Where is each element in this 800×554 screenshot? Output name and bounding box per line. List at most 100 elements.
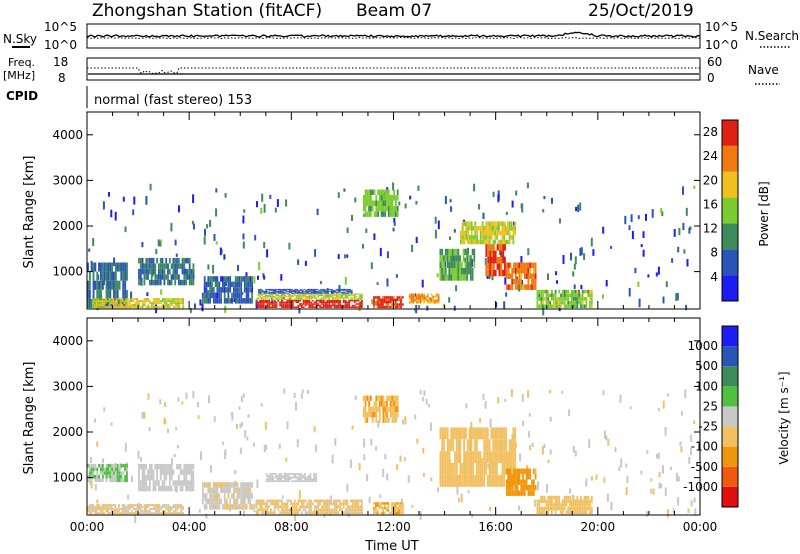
velocity-echo-cell [328, 499, 331, 503]
velocity-echo-speck [238, 406, 241, 410]
power-echo-cell [529, 273, 532, 279]
velocity-echo-speck [658, 472, 661, 478]
velocity-echo-cell [101, 471, 104, 475]
power-echo-cell [476, 239, 478, 245]
power-echo-cell [100, 280, 102, 290]
velocity-echo-cell [590, 495, 593, 500]
velocity-echo-speck [526, 464, 529, 470]
velocity-echo-cell [149, 469, 151, 475]
velocity-echo-speck [549, 389, 552, 394]
power-echo-cell [335, 297, 338, 299]
power-echo-cell [580, 300, 582, 305]
velocity-echo-cell [357, 511, 360, 515]
velocity-echo-cell [522, 474, 524, 480]
power-echo-cell [265, 289, 268, 291]
power-echo-cell [165, 300, 168, 303]
velocity-echo-cell [158, 506, 161, 509]
power-echo-cell [488, 235, 491, 240]
power-echo-cell [229, 281, 232, 288]
power-echo-cell [317, 304, 320, 307]
power-echo-cell [299, 292, 302, 294]
power-echo-cell [348, 304, 351, 307]
power-echo-cell [249, 287, 252, 293]
power-echo-cell [229, 298, 232, 304]
velocity-echo-cell [534, 474, 537, 480]
velocity-echo-speck [235, 424, 238, 429]
velocity-echo-cell [151, 512, 153, 515]
power-echo-cell [143, 300, 146, 303]
power-echo-cell [145, 268, 148, 275]
power-echo-cell [201, 298, 204, 304]
velocity-echo-cell [234, 504, 237, 510]
velocity-echo-cell [181, 480, 184, 486]
power-echo-cell [173, 298, 175, 301]
velocity-echo-cell [583, 495, 586, 500]
power-echo-speck [453, 305, 456, 311]
power-echo-cell [426, 301, 429, 304]
velocity-echo-cell [567, 506, 570, 511]
power-echo-cell [270, 303, 272, 305]
power-echo-cell [111, 271, 113, 281]
velocity-echo-cell [190, 469, 193, 475]
power-echo-cell [266, 301, 269, 304]
power-echo-cell [441, 268, 444, 275]
power-echo-cell [321, 299, 323, 302]
velocity-echo-cell [180, 506, 183, 509]
power-echo-cell [267, 290, 269, 292]
power-echo-cell [286, 298, 289, 300]
velocity-echo-speck [331, 454, 334, 464]
power-echo-cell [412, 295, 415, 298]
velocity-echo-cell [465, 451, 467, 464]
power-echo-cell [326, 294, 329, 297]
power-echo-cell [378, 301, 381, 304]
power-echo-cell [216, 276, 219, 282]
power-echo-cell [483, 230, 486, 236]
power-echo-cell [485, 269, 488, 277]
power-echo-cell [307, 288, 309, 290]
velocity-echo-cell [551, 503, 553, 507]
power-echo-speck [414, 308, 417, 312]
velocity-echo-cell [373, 406, 376, 412]
velocity-echo-cell [505, 490, 508, 496]
velocity-echo-cell [531, 484, 533, 491]
velocity-echo-cell [585, 495, 588, 500]
power-echo-cell [214, 281, 217, 288]
velocity-echo-cell [231, 482, 233, 488]
power-echo-cell [101, 271, 104, 281]
power-echo-cell [323, 291, 326, 293]
velocity-echo-cell [90, 508, 93, 511]
velocity-echo-speck [272, 476, 275, 481]
velocity-echo-cell [278, 478, 281, 481]
velocity-echo-cell [139, 485, 142, 492]
power-echo-speck [685, 304, 688, 311]
velocity-echo-cell [468, 451, 471, 464]
velocity-echo-cell [149, 463, 151, 470]
power-echo-cell [414, 297, 416, 300]
power-echo-cell [339, 289, 342, 291]
velocity-echo-cell [375, 401, 378, 407]
power-echo-cell [211, 292, 213, 299]
velocity-echo-cell [154, 480, 157, 486]
velocity-echo-cell [522, 490, 524, 496]
velocity-echo-cell [143, 512, 146, 515]
power-echo-cell [158, 268, 160, 275]
power-echo-cell [371, 189, 374, 195]
power-echo-cell [271, 297, 274, 299]
velocity-echo-cell [273, 502, 276, 506]
power-echo-cell [479, 230, 482, 236]
velocity-echo-cell [103, 506, 106, 509]
velocity-echo-cell [516, 484, 519, 491]
velocity-echo-cell [567, 510, 570, 514]
velocity-echo-cell [296, 473, 299, 475]
velocity-echo-cell [309, 474, 312, 477]
velocity-echo-cell [321, 505, 323, 509]
velocity-echo-cell [536, 499, 539, 504]
velocity-echo-cell [452, 463, 454, 475]
power-echo-cell [461, 221, 464, 226]
power-echo-cell [503, 226, 506, 231]
velocity-echo-cell [88, 467, 91, 472]
power-echo-speck [628, 225, 631, 231]
velocity-echo-cell [461, 474, 464, 487]
power-echo-cell [163, 298, 166, 301]
power-colorbar-tick: 24 [703, 149, 718, 163]
